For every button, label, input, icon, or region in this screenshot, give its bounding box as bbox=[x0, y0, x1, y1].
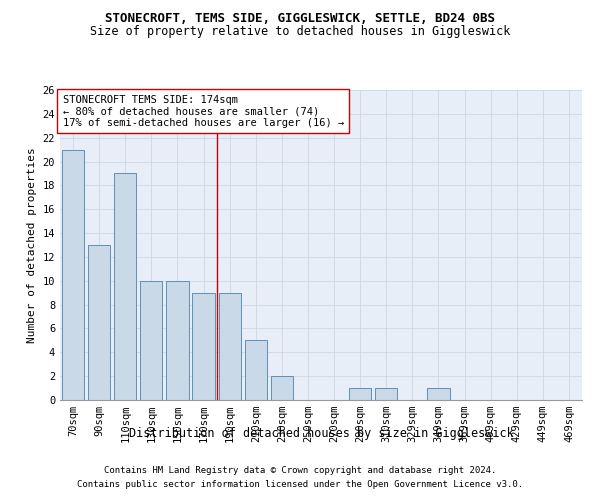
Text: Distribution of detached houses by size in Giggleswick: Distribution of detached houses by size … bbox=[128, 428, 514, 440]
Bar bbox=[375, 388, 397, 400]
Bar bbox=[271, 376, 293, 400]
Bar bbox=[245, 340, 267, 400]
Text: Contains public sector information licensed under the Open Government Licence v3: Contains public sector information licen… bbox=[77, 480, 523, 489]
Bar bbox=[88, 245, 110, 400]
Text: Contains HM Land Registry data © Crown copyright and database right 2024.: Contains HM Land Registry data © Crown c… bbox=[104, 466, 496, 475]
Bar bbox=[218, 292, 241, 400]
Bar bbox=[140, 281, 163, 400]
Text: STONECROFT TEMS SIDE: 174sqm
← 80% of detached houses are smaller (74)
17% of se: STONECROFT TEMS SIDE: 174sqm ← 80% of de… bbox=[62, 94, 344, 128]
Bar bbox=[166, 281, 188, 400]
Bar bbox=[62, 150, 84, 400]
Y-axis label: Number of detached properties: Number of detached properties bbox=[27, 147, 37, 343]
Bar bbox=[427, 388, 449, 400]
Bar bbox=[114, 174, 136, 400]
Text: Size of property relative to detached houses in Giggleswick: Size of property relative to detached ho… bbox=[90, 25, 510, 38]
Bar bbox=[349, 388, 371, 400]
Text: STONECROFT, TEMS SIDE, GIGGLESWICK, SETTLE, BD24 0BS: STONECROFT, TEMS SIDE, GIGGLESWICK, SETT… bbox=[105, 12, 495, 26]
Bar bbox=[193, 292, 215, 400]
